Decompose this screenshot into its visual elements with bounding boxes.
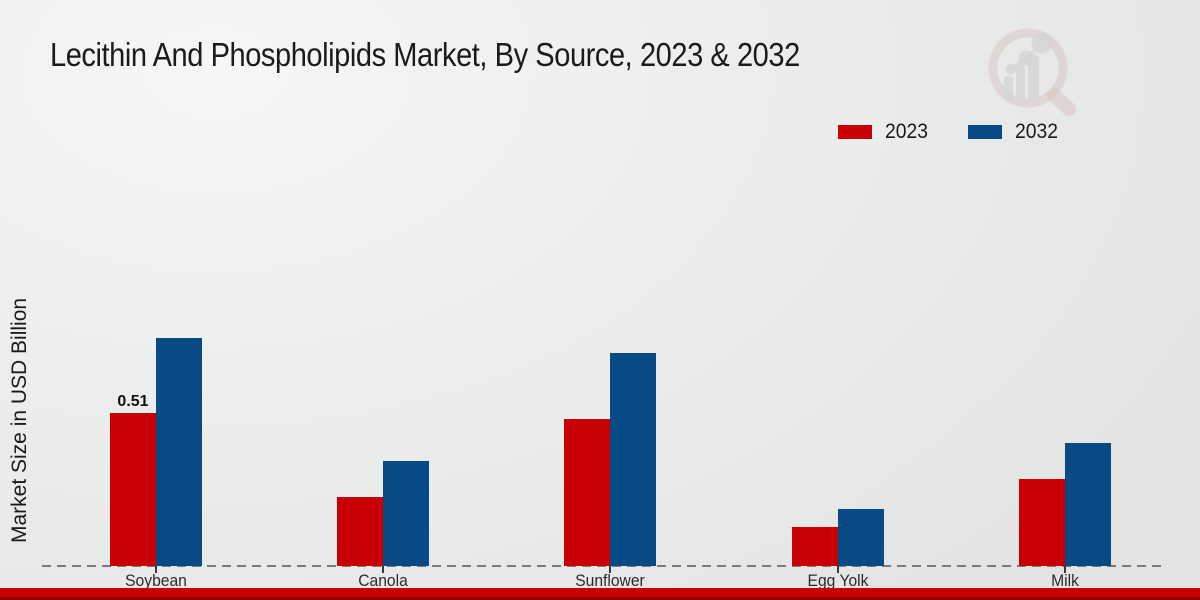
legend: 2023 2032 [838,120,1083,144]
bar-2032-canola [383,461,429,566]
y-axis-title: Market Size in USD Billion [8,297,31,543]
x-axis-label-canola: Canola [358,571,408,590]
legend-swatch-2023 [838,125,872,139]
bar-2023-egg-yolk [792,527,838,566]
x-axis-label-milk: Milk [1051,571,1079,590]
x-axis-line [42,565,1164,567]
bar-2023-canola [337,497,383,566]
legend-item-2023: 2023 [838,120,932,144]
bar-2032-egg-yolk [838,509,884,566]
x-axis-tick [382,566,384,573]
legend-label-2023: 2023 [885,120,928,143]
footer-accent-edge [0,597,1200,600]
bar-2032-soybean [156,338,202,566]
legend-item-2032: 2032 [967,120,1062,144]
footer-accent-bar [0,588,1200,597]
magnifier-bar-chart-icon [988,28,1076,116]
bar-2023-soybean [110,413,156,566]
x-axis-label-egg-yolk: Egg Yolk [807,571,869,590]
bar-2032-milk [1065,443,1111,566]
bar-2023-sunflower [564,419,610,566]
legend-label-2032: 2032 [1014,120,1058,143]
bar-value-label: 0.51 [117,393,149,410]
x-axis-tick [1064,566,1066,573]
x-axis-tick [837,566,839,573]
x-axis-tick [609,566,611,573]
bar-2023-milk [1019,479,1065,566]
bar-2032-sunflower [610,353,656,566]
chart-title: Lecithin And Phospholipids Market, By So… [50,36,800,73]
x-axis-label-soybean: Soybean [125,571,187,590]
x-axis-tick [155,566,157,573]
x-axis-label-sunflower: Sunflower [575,571,645,590]
legend-swatch-2032 [967,125,1002,139]
